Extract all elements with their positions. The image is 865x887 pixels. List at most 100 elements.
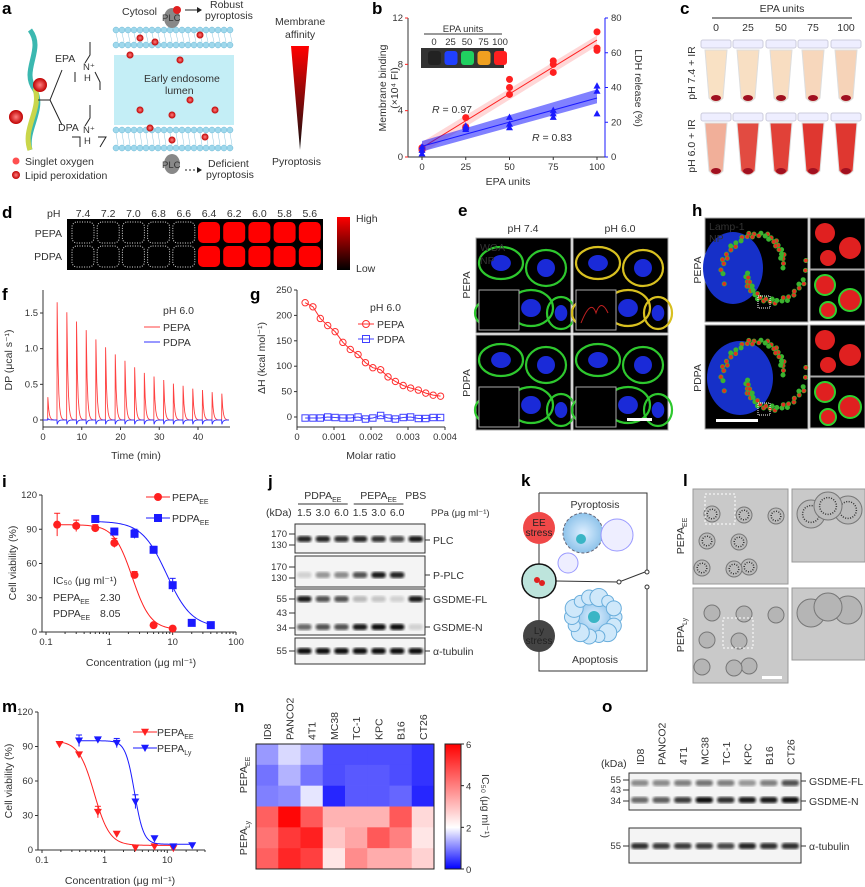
legend-lipid-peroxidation: Lipid peroxidation: [25, 170, 107, 182]
ph-value: 7.2: [101, 208, 116, 220]
panel-label: f: [2, 285, 8, 304]
data-point: [593, 110, 601, 117]
lipid-head: [196, 41, 204, 49]
dpa-structure: [72, 105, 107, 148]
panel-k-diagram: k Pyroptosis Apoptosis EE stress Ly stre…: [521, 471, 650, 672]
x-tick-label: 50: [504, 162, 515, 173]
cell-membrane: [574, 342, 622, 378]
legend-pdpa: PDPA: [163, 337, 191, 349]
lysosome: [721, 388, 727, 394]
data-point: [418, 143, 426, 150]
legend-pepa-ee: PEPAEE: [172, 492, 209, 506]
lipid-tail: [199, 132, 203, 146]
ic50-pdpa-label: PDPAEE: [53, 608, 90, 622]
column-label: KPC: [373, 718, 385, 740]
cell-nucleus: [491, 255, 511, 271]
inset-title: EPA units: [443, 24, 484, 35]
cytosol-label: Cytosol: [122, 6, 157, 18]
data-point: [93, 808, 102, 817]
data-point: [593, 87, 601, 94]
x-tick-label: 0.003: [396, 432, 420, 443]
panel-h-confocal: h PEPA PDPA Lamp-1NP: [692, 201, 865, 430]
x-tick-label: 40: [193, 432, 204, 443]
zoom-box: [704, 493, 736, 525]
lipid-head: [202, 126, 210, 134]
heatmap-cell: [300, 806, 324, 828]
data-point: [436, 392, 445, 400]
panel-a: a EPA DPA N⁺ H N⁺ H Cytosol PLC Robust p…: [2, 0, 325, 182]
lumen-label: lumen: [165, 85, 194, 97]
heatmap-cell: [345, 806, 368, 828]
lipid-tail: [133, 32, 137, 43]
cell-debris: [733, 536, 745, 548]
data-point: [506, 113, 513, 120]
lane-label: B16: [764, 746, 776, 765]
lysosome: [771, 239, 777, 245]
lysosome-zoom: [839, 237, 861, 259]
data-point: [462, 122, 470, 129]
protein-label: GSDME-FL: [433, 594, 487, 606]
lipid-tail: [115, 132, 119, 146]
cell-membrane: [477, 342, 525, 378]
heatmap-cell: [367, 785, 390, 807]
heatmap-cell: [322, 785, 346, 807]
panel-label: d: [2, 203, 12, 222]
lysosome: [786, 401, 792, 407]
blot-band: [297, 572, 312, 578]
y-tick-label: 90: [22, 742, 33, 753]
cell-membrane: [524, 345, 568, 385]
data-point: [206, 621, 215, 630]
well-fluorescent: [273, 246, 296, 267]
y-tick-label: 60: [26, 559, 37, 570]
dose-label: 3.0: [316, 507, 331, 519]
lysosome: [720, 378, 726, 384]
lipid-head: [190, 126, 198, 134]
cell: [703, 604, 721, 622]
lysosome: [803, 258, 809, 264]
data-point: [301, 299, 309, 307]
cell: [740, 657, 758, 675]
well-dark: [71, 221, 95, 244]
lysosome: [766, 343, 772, 349]
lipid-head: [184, 144, 192, 152]
well-fluorescent: [198, 222, 220, 243]
lipid-tail: [175, 132, 179, 146]
lipid-head: [154, 26, 162, 34]
panel-b-chart: b EPA units Membrane binding (×10⁴ FI) L…: [372, 0, 644, 188]
lipid-head: [190, 41, 198, 49]
lipid-head: [178, 126, 186, 134]
x-tick-label: 100: [589, 162, 605, 173]
lipid-head: [172, 126, 180, 134]
pellet: [711, 168, 721, 174]
data-point: [354, 350, 362, 359]
epa-structure: [74, 42, 101, 90]
kda-marker: 43: [276, 608, 287, 619]
cell: [735, 506, 753, 524]
lysosome: [745, 275, 751, 281]
data-point: [131, 798, 140, 806]
blot-band: [674, 797, 692, 803]
blot-band: [738, 797, 756, 803]
column-label: 25: [742, 22, 754, 34]
y-tick-label: 50: [281, 387, 292, 398]
legend-pdpa: PDPA: [377, 334, 405, 346]
panel-label: k: [521, 471, 531, 490]
heatmap-cell: [278, 848, 301, 870]
y-tick-label: 100: [276, 361, 292, 372]
lipid-head: [178, 41, 186, 49]
lysosome: [718, 374, 724, 380]
lysosome: [778, 362, 784, 368]
lysosome: [780, 372, 786, 378]
inset-well: [477, 51, 491, 65]
blot-band: [717, 843, 735, 849]
lipid-head: [136, 41, 144, 49]
tube-cap: [765, 112, 797, 122]
y-axis-label: Membrane binding: [377, 44, 389, 131]
lane-label: CT26: [785, 739, 797, 765]
lipid-head: [208, 26, 216, 34]
kda-marker: 170: [271, 529, 287, 540]
lipid-head: [202, 26, 210, 34]
blot-band: [781, 797, 799, 803]
blot-band: [352, 596, 368, 602]
cell-nucleus: [618, 396, 638, 414]
